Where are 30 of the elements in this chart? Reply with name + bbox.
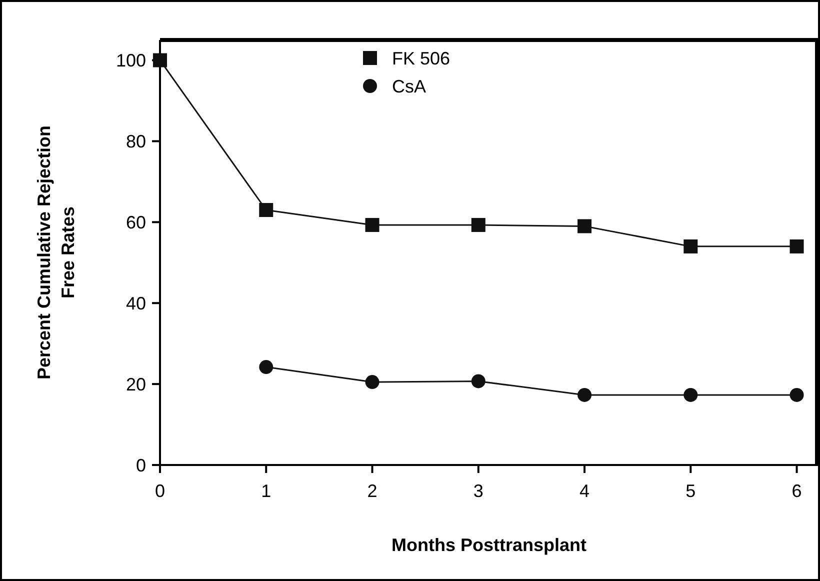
point: [790, 388, 804, 402]
x-tick-label: 4: [580, 481, 590, 501]
point: [365, 375, 380, 390]
x-tick-label: 1: [261, 481, 272, 501]
x-tick-label: 5: [686, 481, 696, 501]
legend-label: FK 506: [392, 48, 450, 68]
point: [471, 374, 486, 388]
y-tick-label: 40: [126, 293, 146, 314]
y-tick-label: 0: [136, 455, 146, 476]
point: [259, 360, 274, 374]
x-axis-title: Months Posttransplant: [391, 535, 587, 555]
point: [578, 388, 592, 402]
point: [684, 388, 698, 402]
x-tick-label: 6: [792, 481, 802, 501]
point: [153, 53, 167, 68]
point: [365, 218, 380, 232]
y-tick-label: 60: [126, 212, 146, 232]
y-axis-title: Percent Cumulative Rejection Free Rates: [34, 125, 78, 380]
point: [790, 239, 804, 254]
legend-label: CsA: [392, 76, 426, 96]
x-tick-label: 2: [367, 481, 378, 501]
y-tick-label: 100: [116, 50, 146, 71]
point: [578, 219, 592, 234]
point: [259, 203, 274, 217]
x-tick-label: 0: [154, 481, 166, 501]
y-tick-label: 80: [126, 131, 146, 152]
point: [684, 239, 698, 254]
x-tick-label: 3: [473, 481, 484, 501]
y-tick-label: 20: [126, 374, 146, 394]
point: [471, 218, 486, 232]
